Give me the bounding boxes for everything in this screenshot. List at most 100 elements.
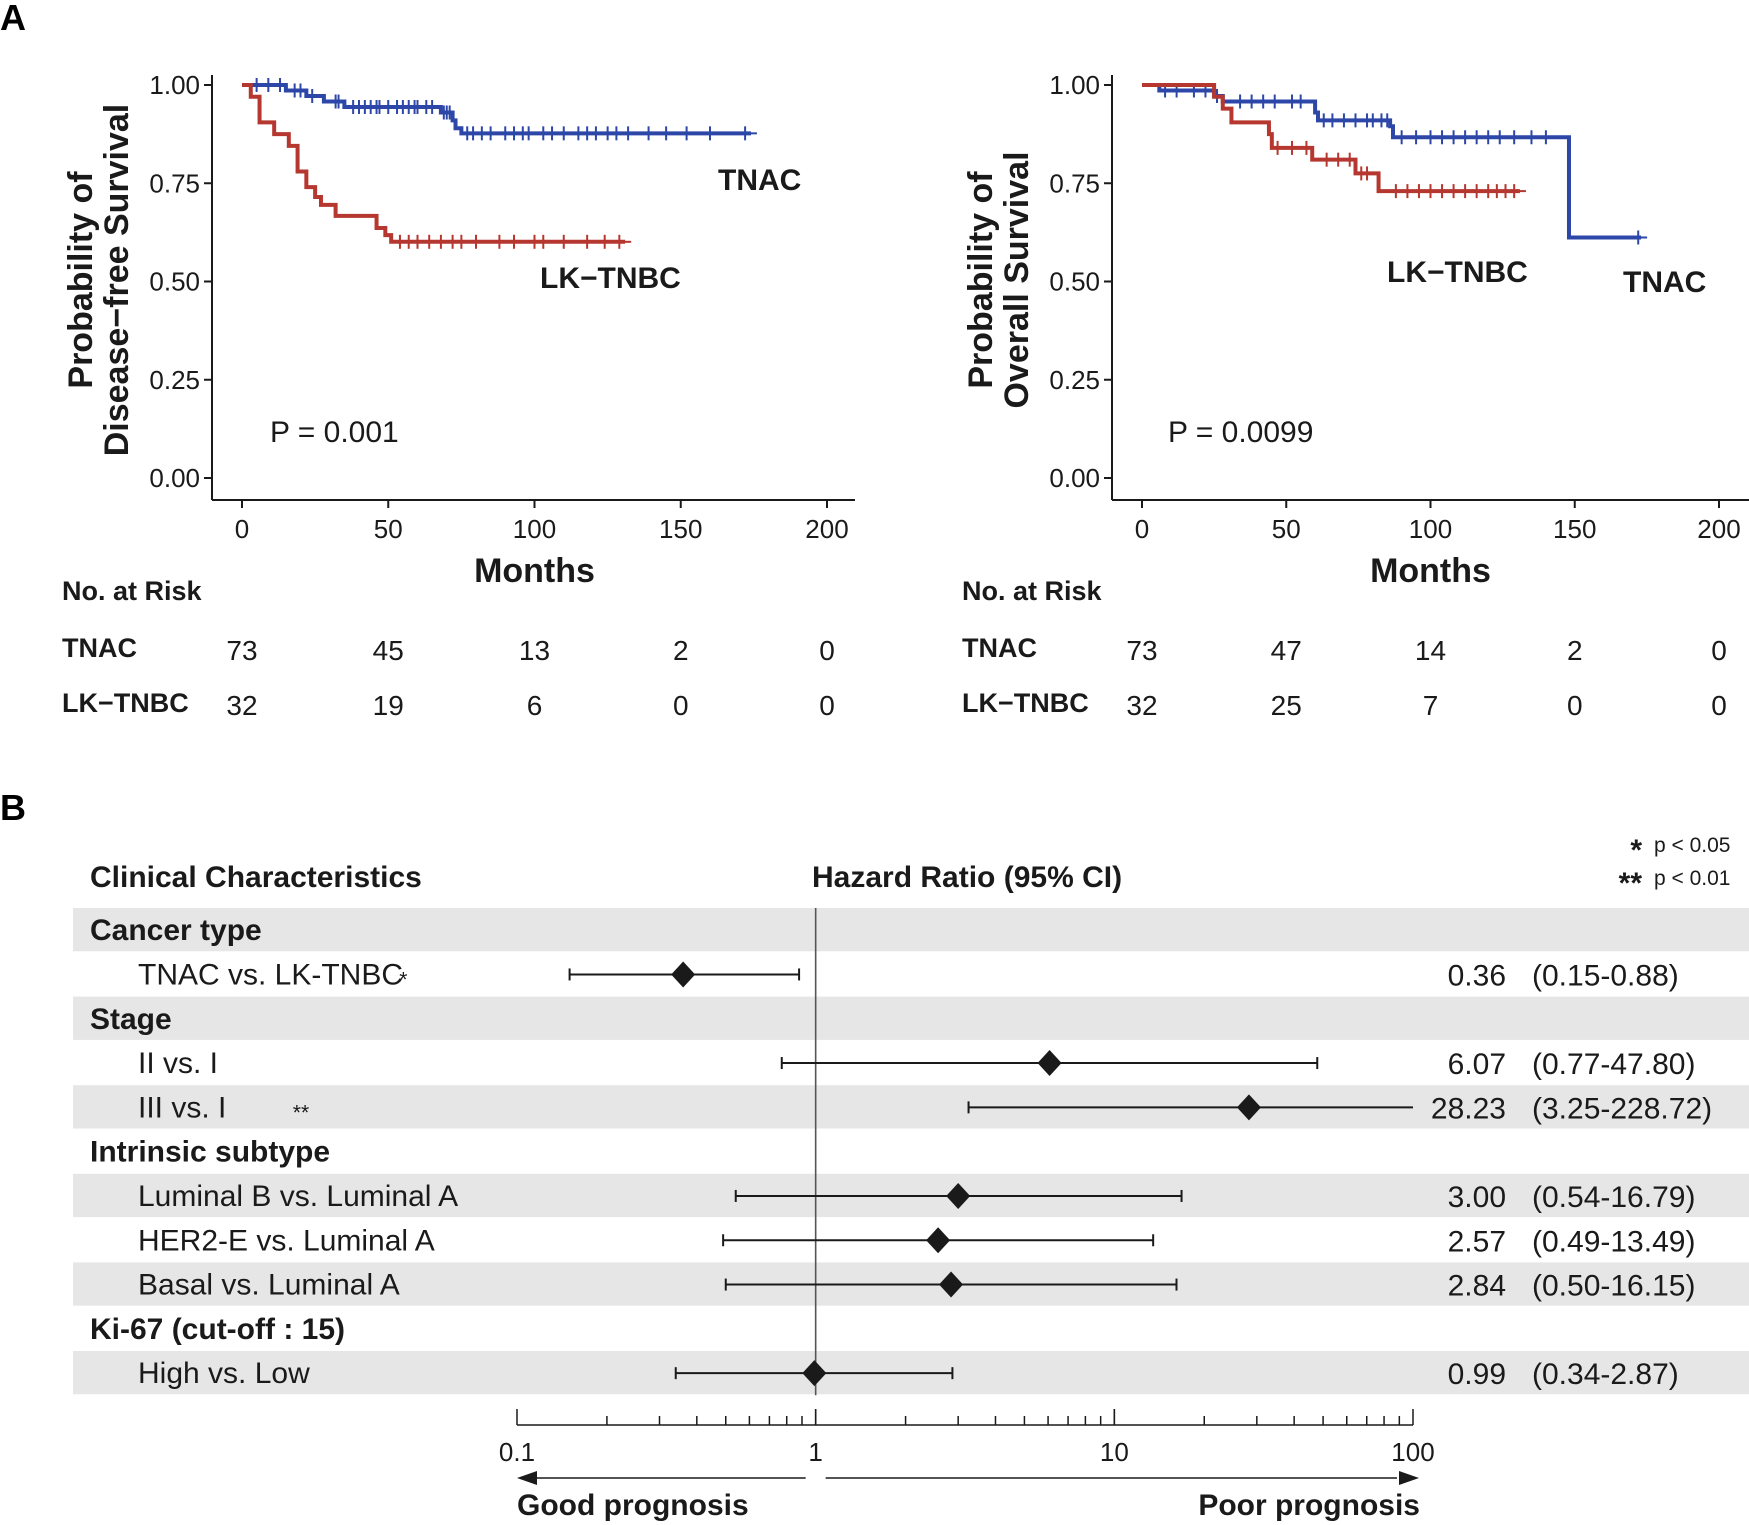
sig-mark: * <box>399 968 407 991</box>
survival-curve-tnac <box>1142 83 1642 240</box>
hazard-ratio-value: 6.07 <box>1448 1048 1506 1081</box>
confidence-interval-text: (3.25-228.72) <box>1532 1092 1712 1125</box>
y-axis-title-line1: Probability of <box>962 171 1000 389</box>
confidence-interval-text: (0.49-13.49) <box>1532 1225 1695 1258</box>
hazard-ratio-point <box>1236 1094 1261 1121</box>
row-label: HER2-E vs. Luminal A <box>138 1224 435 1257</box>
risk-count: 19 <box>373 690 404 721</box>
row-label: High vs. Low <box>138 1357 310 1390</box>
curve-label: TNAC <box>718 164 801 197</box>
hazard-ratio-value: 0.36 <box>1448 959 1506 992</box>
poor-prognosis-label: Poor prognosis <box>1198 1489 1420 1522</box>
risk-row-label: TNAC <box>962 633 1037 663</box>
confidence-interval-text: (0.77-47.80) <box>1532 1048 1695 1081</box>
risk-count: 7 <box>1423 690 1439 721</box>
y-axis-title-line1: Probability of <box>62 171 100 389</box>
hazard-ratio-value: 0.99 <box>1448 1358 1506 1391</box>
hazard-ratio-value: 3.00 <box>1448 1181 1506 1214</box>
risk-count: 73 <box>226 635 257 666</box>
sig-legend-mark: ** <box>1619 867 1643 900</box>
confidence-interval-text: (0.54-16.79) <box>1532 1181 1695 1214</box>
y-tick-label: 0.50 <box>149 267 200 297</box>
y-tick-label: 0.75 <box>149 168 200 198</box>
x-tick-label: 50 <box>374 514 403 544</box>
row-label: III vs. I <box>138 1091 226 1124</box>
x-tick-label: 200 <box>805 514 848 544</box>
y-axis-title-line2: Overall Survival <box>998 151 1036 408</box>
curve-label: LK−TNBC <box>1387 256 1528 289</box>
y-tick-label: 0.00 <box>1049 463 1100 493</box>
x-tick-label: 100 <box>1409 514 1452 544</box>
risk-count: 25 <box>1271 690 1302 721</box>
row-label: II vs. I <box>138 1047 218 1080</box>
hazard-ratio-point <box>939 1271 964 1298</box>
row-label: Luminal B vs. Luminal A <box>138 1180 458 1213</box>
risk-table-title: No. at Risk <box>962 576 1103 606</box>
survival-curve-tnac <box>242 83 751 136</box>
sig-legend-mark: * <box>1630 834 1642 867</box>
y-tick-label: 0.00 <box>149 463 200 493</box>
forest-x-tick-label: 0.1 <box>499 1437 535 1467</box>
hazard-ratio-value: 2.57 <box>1448 1225 1506 1258</box>
group-label: Stage <box>90 1003 172 1036</box>
y-tick-label: 0.75 <box>1049 168 1100 198</box>
risk-row-label: LK−TNBC <box>962 688 1089 718</box>
p-value: P = 0.001 <box>270 416 399 449</box>
confidence-interval-text: (0.15-0.88) <box>1532 959 1679 992</box>
curve-label: TNAC <box>1623 266 1706 299</box>
y-tick-label: 0.25 <box>149 365 200 395</box>
survival-curve-lk-tnbc <box>1142 83 1520 194</box>
risk-count: 73 <box>1126 635 1157 666</box>
panel-b-letter: B <box>0 787 26 828</box>
hazard-ratio-point <box>926 1227 951 1254</box>
risk-count: 0 <box>1711 635 1727 666</box>
group-label: Intrinsic subtype <box>90 1136 330 1169</box>
y-axis-title-line2: Disease−free Survival <box>98 104 136 457</box>
row-band <box>73 1085 1749 1129</box>
km-dfs-chart: 0.000.250.500.751.000 50 100 150 200MonthsPr… <box>62 70 855 721</box>
risk-count: 0 <box>1567 690 1583 721</box>
poor-prognosis-arrow-head <box>1399 1471 1419 1485</box>
x-tick-label: 0 <box>1135 514 1149 544</box>
hazard-ratio-point <box>671 961 696 988</box>
risk-count: 0 <box>819 690 835 721</box>
sig-legend-text: p < 0.05 <box>1654 834 1730 857</box>
p-value: P = 0.0099 <box>1168 416 1313 449</box>
good-prognosis-label: Good prognosis <box>517 1489 749 1522</box>
panel-a-letter: A <box>0 0 26 38</box>
survival-curve-lk-tnbc <box>242 83 626 244</box>
risk-table-title: No. at Risk <box>62 576 203 606</box>
risk-count: 2 <box>1567 635 1583 666</box>
x-tick-label: 50 <box>1272 514 1301 544</box>
curve-label: LK−TNBC <box>540 262 681 295</box>
row-band <box>73 908 1749 952</box>
x-tick-label: 0 <box>235 514 249 544</box>
risk-count: 32 <box>226 690 257 721</box>
y-tick-label: 1.00 <box>1049 70 1100 100</box>
forest-x-tick-label: 100 <box>1391 1437 1434 1467</box>
x-tick-label: 150 <box>659 514 702 544</box>
confidence-interval-text: (0.34-2.87) <box>1532 1358 1679 1391</box>
risk-count: 2 <box>673 635 689 666</box>
row-label: Basal vs. Luminal A <box>138 1269 400 1302</box>
row-band <box>73 996 1749 1040</box>
km-os-chart: 0.000.250.500.751.000 50 100 150 200MonthsPr… <box>962 70 1749 721</box>
group-label: Ki-67 (cut-off : 15) <box>90 1313 345 1346</box>
forest-x-tick-label: 1 <box>808 1437 822 1467</box>
y-tick-label: 0.25 <box>1049 365 1100 395</box>
risk-count: 6 <box>527 690 543 721</box>
good-prognosis-arrow-head <box>517 1471 537 1485</box>
risk-row-label: TNAC <box>62 633 137 663</box>
group-label: Cancer type <box>90 914 262 947</box>
risk-count: 47 <box>1271 635 1302 666</box>
forest-plot: * p < 0.05 ** p < 0.01 Clinical Characterist… <box>73 834 1749 1522</box>
sig-mark: ** <box>293 1101 309 1124</box>
x-axis-title: Months <box>474 552 595 590</box>
hazard-ratio-point <box>1037 1050 1062 1077</box>
x-axis-title: Months <box>1370 552 1491 590</box>
y-tick-label: 1.00 <box>149 70 200 100</box>
risk-row-label: LK−TNBC <box>62 688 189 718</box>
risk-count: 14 <box>1415 635 1446 666</box>
hazard-ratio-point <box>802 1360 827 1387</box>
hazard-ratio-value: 2.84 <box>1448 1270 1506 1303</box>
